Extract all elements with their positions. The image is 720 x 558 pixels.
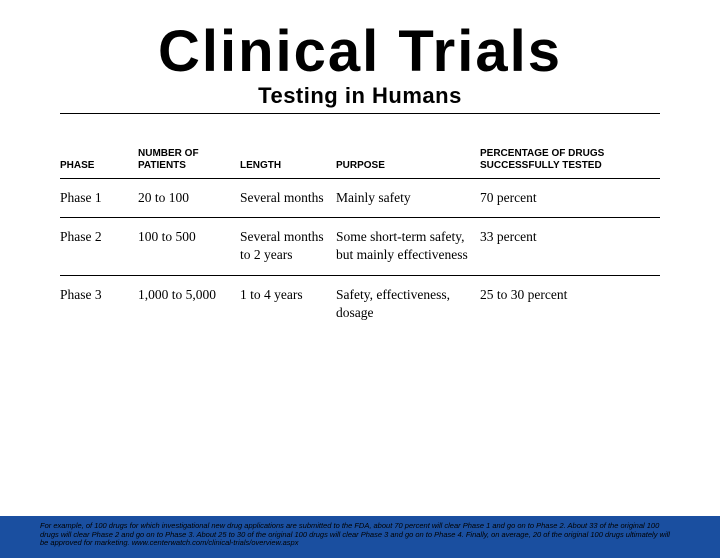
cell-purpose: Some short-term safety, but mainly effec… [336,218,480,275]
page-subtitle: Testing in Humans [0,83,720,109]
cell-length: Several months [240,179,336,218]
table-row: Phase 2 100 to 500 Several months to 2 y… [60,218,660,275]
col-length: LENGTH [240,142,336,179]
col-patients: NUMBER OF PATIENTS [138,142,240,179]
page-title: Clinical Trials [0,18,720,85]
cell-patients: 1,000 to 5,000 [138,275,240,332]
cell-phase: Phase 3 [60,275,138,332]
phases-table: PHASE NUMBER OF PATIENTS LENGTH PURPOSE … [60,142,660,332]
table-row: Phase 1 20 to 100 Several months Mainly … [60,179,660,218]
col-phase: PHASE [60,142,138,179]
title-divider [60,113,660,114]
cell-phase: Phase 1 [60,179,138,218]
cell-length: Several months to 2 years [240,218,336,275]
footer-bar: For example, of 100 drugs for which inve… [0,516,720,558]
cell-percent: 33 percent [480,218,660,275]
table-row: Phase 3 1,000 to 5,000 1 to 4 years Safe… [60,275,660,332]
cell-phase: Phase 2 [60,218,138,275]
cell-percent: 70 percent [480,179,660,218]
cell-purpose: Mainly safety [336,179,480,218]
footer-note: For example, of 100 drugs for which inve… [40,522,680,548]
cell-percent: 25 to 30 percent [480,275,660,332]
col-percent: PERCENTAGE OF DRUGS SUCCESSFULLY TESTED [480,142,660,179]
cell-patients: 100 to 500 [138,218,240,275]
cell-length: 1 to 4 years [240,275,336,332]
cell-purpose: Safety, effectiveness, dosage [336,275,480,332]
table-header-row: PHASE NUMBER OF PATIENTS LENGTH PURPOSE … [60,142,660,179]
phases-table-container: PHASE NUMBER OF PATIENTS LENGTH PURPOSE … [60,142,660,332]
cell-patients: 20 to 100 [138,179,240,218]
col-purpose: PURPOSE [336,142,480,179]
